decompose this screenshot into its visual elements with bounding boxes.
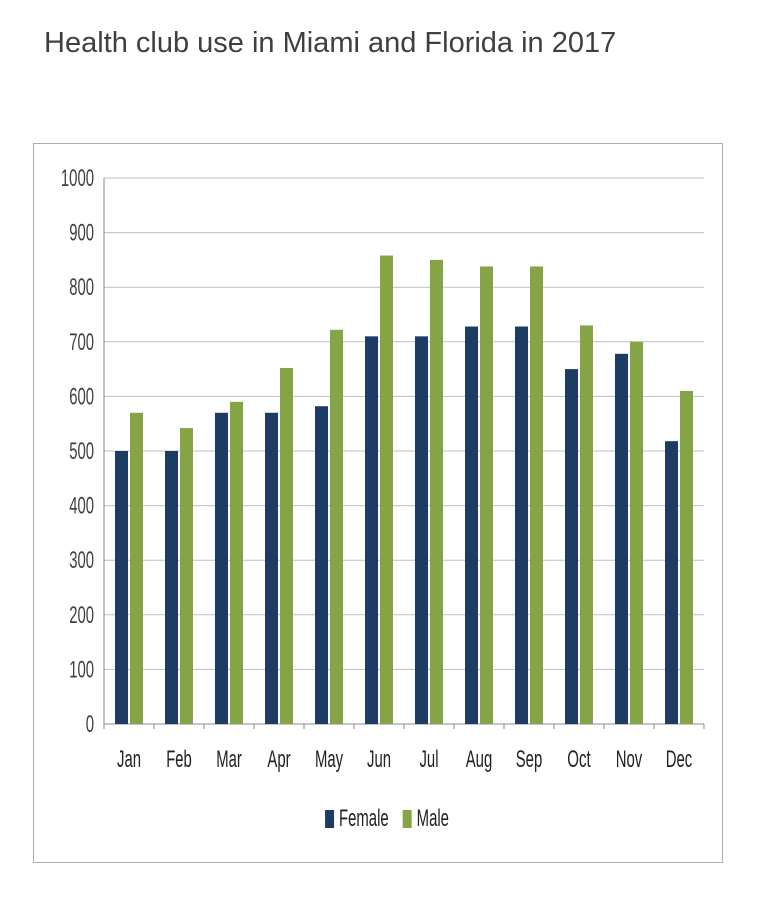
svg-text:1000: 1000 [61,165,94,192]
svg-text:Aug: Aug [466,746,493,773]
svg-text:300: 300 [69,547,94,574]
svg-text:Nov: Nov [616,746,643,773]
svg-text:Jan: Jan [117,746,141,773]
svg-text:Sep: Sep [516,746,543,773]
svg-text:500: 500 [69,438,94,465]
svg-text:Apr: Apr [267,746,290,773]
svg-text:600: 600 [69,383,94,410]
svg-text:Jul: Jul [420,746,439,773]
svg-text:Feb: Feb [166,746,192,773]
svg-text:May: May [315,746,343,773]
svg-text:800: 800 [69,274,94,301]
svg-text:Oct: Oct [567,746,591,773]
svg-text:200: 200 [69,602,94,629]
svg-text:900: 900 [69,220,94,247]
svg-text:Jun: Jun [367,746,391,773]
svg-text:Male: Male [417,805,449,832]
svg-text:Dec: Dec [666,746,693,773]
svg-text:100: 100 [69,656,94,683]
svg-text:0: 0 [86,711,94,738]
svg-text:400: 400 [69,493,94,520]
svg-text:Female: Female [339,805,389,832]
svg-text:Mar: Mar [216,746,242,773]
svg-text:700: 700 [69,329,94,356]
